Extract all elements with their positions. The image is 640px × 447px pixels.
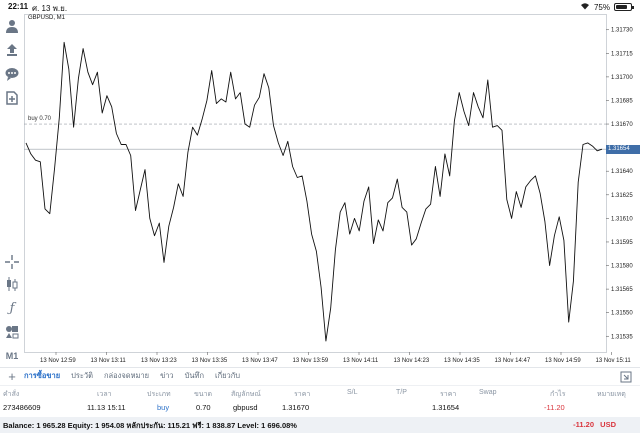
wifi-icon [580,2,590,12]
x-tick-label: 13 Nov 12:59 [40,358,76,364]
x-tick-label: 13 Nov 15:11 [596,358,632,364]
header-profit: กำไร [550,391,566,398]
chart-frame [24,14,607,353]
header-current-price: ราคา [440,391,457,398]
y-tick-label: 1.31700 [611,75,633,81]
status-time: 22:11 [8,2,29,11]
tab-trade[interactable]: การซื้อขาย [24,367,61,386]
y-tick-label: 1.31580 [611,264,633,270]
timeframe-button[interactable]: M1 [5,351,19,361]
header-sl: S/L [347,389,358,396]
status-right: 75% [580,2,634,12]
y-tick-label: 1.31730 [611,28,633,34]
y-tick-label: 1.31595 [611,240,633,246]
add-document-icon[interactable] [4,90,20,106]
tab-mailbox[interactable]: กล่องจดหมาย [104,371,150,380]
price-series-line [25,41,603,342]
row-symbol: gbpusd [233,403,258,412]
order-line-label: buy 0.70 [28,116,52,123]
battery-fill [616,5,627,9]
tab-history[interactable]: ประวัติ [71,371,94,380]
table-row[interactable]: 273486609 11.13 15:11 buy 0.70 gbpusd 1.… [0,400,640,416]
row-price: 1.31670 [282,403,310,412]
add-icon[interactable]: + [8,368,16,384]
y-tick-label: 1.31640 [611,169,633,175]
candles-icon[interactable] [4,276,20,292]
x-tick-label: 13 Nov 13:23 [141,358,177,364]
y-tick-label: 1.31550 [611,311,633,317]
x-tick-label: 13 Nov 14:59 [545,358,581,364]
header-time: เวลา [97,391,112,398]
tab-news[interactable]: ข่าว [160,371,174,380]
header-type: ประเภท [147,391,171,398]
header-swap: Swap [479,389,497,396]
orders-table-header: คำสั่ง เวลา ประเภท ขนาด สัญลักษณ์ ราคา S… [0,385,640,399]
tab-journal[interactable]: บันทึก [184,371,205,380]
y-tick-label: 1.31685 [611,98,633,104]
x-tick-label: 13 Nov 14:23 [394,358,430,364]
trade-icon[interactable] [4,42,20,58]
account-summary-text: Balance: 1 965.28 Equity: 1 954.08 หลักป… [3,421,297,430]
terminal-tabs: + การซื้อขาย ประวัติ กล่องจดหมาย ข่าว บั… [0,367,640,386]
x-tick-label: 13 Nov 13:47 [242,358,278,364]
row-profit: -11.20 [544,403,565,412]
header-price: ราคา [294,391,311,398]
current-price-tag: 1.31654 [606,144,640,154]
battery-percent: 75% [593,2,610,12]
account-summary: Balance: 1 965.28 Equity: 1 954.08 หลักป… [0,417,640,433]
y-tick-label: 1.31670 [611,122,633,128]
crosshair-icon[interactable] [4,254,20,270]
chart-symbol-label: GBPUSD, M1 [28,15,66,21]
status-bar: 22:11 ศ. 13 พ.ย. 75% [0,0,640,14]
x-tick-label: 13 Nov 13:11 [91,358,127,364]
chart-canvas[interactable]: 1.31730 1.31715 1.31700 1.31685 1.31670 1.316… [24,14,640,366]
y-tick-label: 1.31715 [611,51,633,57]
x-tick-label: 13 Nov 14:35 [444,358,480,364]
header-symbol: สัญลักษณ์ [231,391,261,398]
tab-about[interactable]: เกี่ยวกับ [215,371,241,380]
status-date: ศ. 13 พ.ย. [32,4,68,13]
x-tick-label: 13 Nov 13:35 [192,358,228,364]
row-time: 11.13 15:11 [87,403,126,412]
y-tick-label: 1.31610 [611,216,633,222]
y-tick-label: 1.31535 [611,334,633,340]
row-volume: 0.70 [196,403,211,412]
x-tick-label: 13 Nov 14:47 [495,358,531,364]
x-tick-label: 13 Nov 13:59 [293,358,329,364]
total-profit: -11.20 [573,420,594,429]
header-order: คำสั่ง [3,391,20,398]
objects-icon[interactable] [4,324,20,340]
row-order: 273486609 [3,403,41,412]
left-toolbar: ƒ M1 [0,14,24,364]
price-chart[interactable]: 1.31730 1.31715 1.31700 1.31685 1.31670 1.316… [24,14,640,366]
chat-icon[interactable] [4,66,20,82]
header-tp: T/P [396,389,407,396]
header-comment: หมายเหตุ [597,391,626,398]
header-volume: ขนาด [194,391,213,398]
battery-icon [614,3,634,11]
row-current-price: 1.31654 [432,403,460,412]
function-icon[interactable]: ƒ [9,300,15,316]
row-type: buy [157,403,170,412]
account-currency: USD [600,420,616,429]
expand-panel-icon[interactable] [620,370,632,383]
x-tick-label: 13 Nov 14:11 [343,358,379,364]
person-icon[interactable] [4,18,20,34]
y-tick-label: 1.31625 [611,193,633,199]
y-tick-label: 1.31565 [611,287,633,293]
